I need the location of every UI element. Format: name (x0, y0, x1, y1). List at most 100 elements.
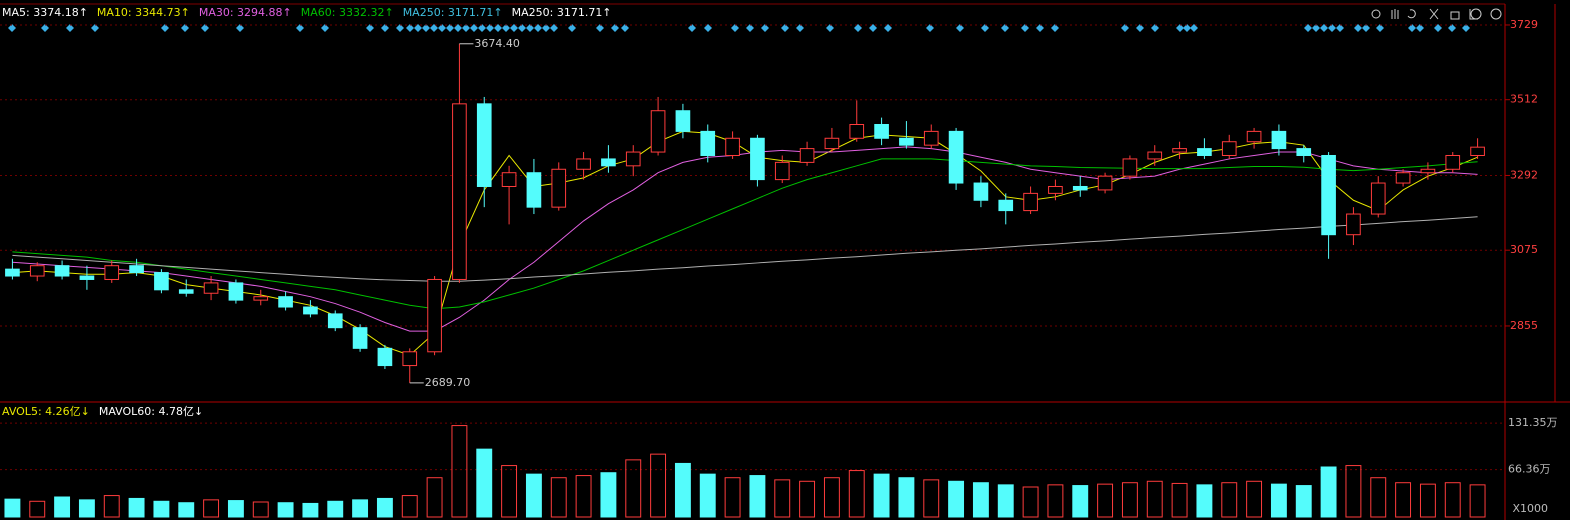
candle-body (923, 130, 939, 146)
volume-bar (476, 448, 493, 518)
icon-zoom-in[interactable] (1470, 8, 1482, 20)
candle-body (899, 137, 914, 146)
volume-bar (153, 500, 170, 518)
volume-bar (699, 473, 716, 518)
volume-bar (327, 500, 344, 518)
y-tick-label: 3729 (1510, 18, 1538, 31)
icon-cut[interactable] (1429, 8, 1439, 20)
candle-body (129, 265, 144, 274)
signal-marker (462, 24, 470, 32)
signal-marker (1176, 24, 1184, 32)
icon-view[interactable] (1371, 9, 1381, 19)
volume-bar (1221, 482, 1238, 518)
candle-body (601, 158, 616, 167)
signal-marker (201, 24, 209, 32)
candle-body (849, 123, 865, 139)
signal-marker (534, 24, 542, 32)
icon-lock[interactable] (1450, 11, 1460, 20)
candle-body (203, 282, 219, 294)
volume-bar (1320, 466, 1337, 518)
icon-hand[interactable] (1391, 9, 1399, 19)
y-tick-label: 3075 (1510, 243, 1538, 256)
y-tick-label: 3292 (1510, 168, 1538, 181)
candle-body (725, 137, 740, 156)
candle-body (402, 351, 418, 367)
signal-marker (1051, 24, 1059, 32)
ma-line (12, 146, 1478, 332)
signal-marker (1151, 24, 1159, 32)
signal-marker (1136, 24, 1144, 32)
volume-bar (1395, 482, 1412, 518)
signal-marker (296, 24, 304, 32)
volume-bar (898, 477, 915, 518)
candle-body (774, 161, 790, 181)
volume-bar (525, 473, 542, 518)
signal-marker (1408, 24, 1416, 32)
volume-bar (426, 477, 443, 518)
signal-marker (1462, 24, 1470, 32)
signal-marker (981, 24, 989, 32)
signal-marker (366, 24, 374, 32)
signal-marker (414, 24, 422, 32)
volume-bar (1146, 480, 1163, 518)
signal-marker (518, 24, 526, 32)
volume-bar (724, 477, 741, 518)
signal-marker (438, 24, 446, 32)
volume-bar (1196, 484, 1213, 518)
signal-marker (826, 24, 834, 32)
volume-bar (948, 480, 965, 518)
volume-bar (1295, 485, 1312, 518)
legend-entry: MA5: 3374.18↑ (2, 6, 88, 19)
candle-body (54, 265, 70, 277)
vol-unit: X1000 (1512, 502, 1548, 515)
signal-marker (91, 24, 99, 32)
candle-body (998, 199, 1014, 212)
candle-body (452, 103, 467, 280)
signal-marker (1001, 24, 1009, 32)
candle-body (1271, 130, 1287, 150)
candle-body (1296, 148, 1312, 156)
volume-bar (277, 502, 294, 518)
candle-body (1470, 146, 1485, 156)
candle-body (1197, 148, 1212, 156)
signal-marker (381, 24, 389, 32)
signal-marker (430, 24, 438, 32)
volume-bar (799, 480, 816, 518)
signal-marker (8, 24, 16, 32)
legend-entry: MA30: 3294.88↑ (199, 6, 292, 19)
candle-body (476, 103, 492, 187)
signal-marker (161, 24, 169, 32)
volume-bar (451, 425, 468, 518)
signal-marker (510, 24, 518, 32)
volume-bar (1047, 484, 1064, 518)
candle-body (1048, 185, 1063, 194)
volume-bar (128, 497, 145, 518)
candle-body (303, 306, 318, 315)
icon-zoom-out[interactable] (1490, 8, 1502, 20)
signal-marker (486, 24, 494, 32)
candle-body (278, 296, 293, 308)
icon-undo[interactable] (1407, 9, 1416, 19)
volume-bar (252, 501, 269, 518)
volume-bar (997, 484, 1014, 518)
candle-body (178, 289, 194, 294)
volume-bar (1072, 485, 1089, 518)
volume-bar (625, 459, 642, 518)
candle-body (1023, 192, 1038, 212)
volume-bar (749, 475, 766, 518)
y-tick-label: 2855 (1510, 319, 1538, 332)
signal-marker (66, 24, 74, 32)
signal-marker (1362, 24, 1370, 32)
signal-marker (454, 24, 462, 32)
ma-line (12, 216, 1478, 282)
candle-body (1370, 182, 1386, 215)
candle-body (327, 313, 343, 329)
candle-body (104, 265, 120, 280)
signal-marker (926, 24, 934, 32)
volume-bar (1121, 482, 1138, 518)
signal-marker (1376, 24, 1384, 32)
candle-body (551, 168, 567, 208)
candle-body (750, 137, 765, 181)
signal-marker (321, 24, 329, 32)
